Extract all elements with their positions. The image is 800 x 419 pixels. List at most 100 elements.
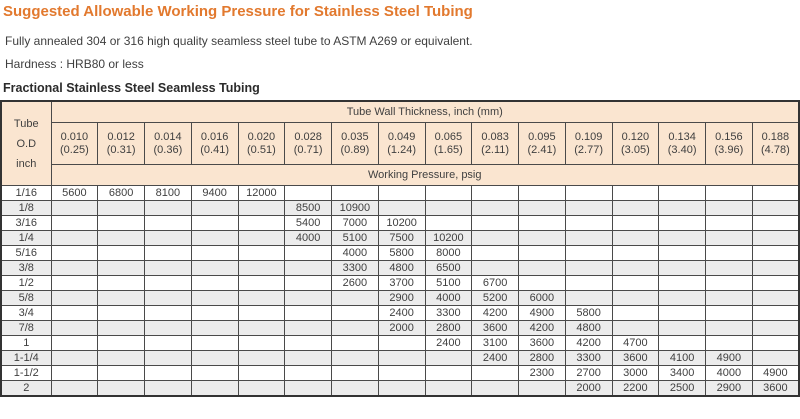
tube-od-cell: 1/8	[0, 200, 52, 216]
pressure-cell: 4200	[564, 335, 613, 351]
pressure-cell	[190, 215, 239, 231]
pressure-cell	[518, 380, 566, 397]
pressure-cell: 5200	[471, 290, 519, 306]
pressure-cell: 6800	[97, 185, 145, 201]
pressure-cell: 2800	[518, 350, 566, 366]
pressure-cell: 2300	[518, 365, 566, 381]
pressure-cell: 4000	[424, 290, 473, 306]
pressure-cell: 2500	[658, 380, 706, 397]
pressure-cell: 2600	[331, 275, 379, 291]
thickness-header-0.134: 0.134 (3.40)	[658, 122, 706, 165]
pressure-cell	[471, 245, 519, 261]
table-row-od-1/4: 1/4 4000 5100 7500 10200	[0, 230, 800, 246]
thickness-header-0.012: 0.012 (0.31)	[97, 122, 145, 165]
pressure-cell	[190, 260, 239, 276]
tube-od-cell: 1/16	[0, 185, 52, 201]
pressure-cell	[237, 215, 286, 231]
pressure-cell: 7000	[331, 215, 379, 231]
pressure-cell	[705, 305, 753, 321]
pressure-cell	[190, 380, 239, 397]
pressure-cell	[237, 275, 286, 291]
pressure-cell: 10200	[424, 230, 473, 246]
tube-od-cell: 1-1/4	[0, 350, 52, 366]
pressure-cell	[50, 305, 99, 321]
pressure-cell	[518, 245, 566, 261]
pressure-cell	[705, 230, 753, 246]
pressure-cell	[611, 305, 660, 321]
pressure-cell	[751, 350, 800, 366]
tube-od-cell: 3/16	[0, 215, 52, 231]
thickness-header-0.014: 0.014 (0.36)	[144, 122, 192, 165]
pressure-cell	[611, 320, 660, 336]
pressure-cell	[471, 185, 519, 201]
thickness-header-0.156: 0.156 (3.96)	[705, 122, 753, 165]
table-row-od-5/8: 5/8 2900 4000 5200 6000	[0, 290, 800, 306]
pressure-cell	[658, 305, 706, 321]
pressure-cell: 4800	[564, 320, 613, 336]
pressure-cell	[97, 260, 145, 276]
pressure-cell: 4900	[705, 350, 753, 366]
pressure-cell: 3300	[564, 350, 613, 366]
thickness-header-0.016: 0.016 (0.41)	[190, 122, 239, 165]
pressure-cell	[97, 230, 145, 246]
pressure-cell	[97, 215, 145, 231]
pressure-cell	[284, 380, 332, 397]
pressure-cell	[144, 290, 192, 306]
pressure-cell: 10200	[377, 215, 426, 231]
pressure-cell	[705, 260, 753, 276]
pressure-cell	[658, 245, 706, 261]
pressure-cell	[237, 380, 286, 397]
pressure-cell: 2700	[564, 365, 613, 381]
pressure-cell	[705, 185, 753, 201]
pressure-cell	[564, 290, 613, 306]
pressure-cell	[705, 290, 753, 306]
thickness-header-0.010: 0.010 (0.25)	[50, 122, 99, 165]
pressure-cell	[564, 230, 613, 246]
pressure-cell: 2800	[424, 320, 473, 336]
pressure-cell	[144, 350, 192, 366]
pressure-cell	[50, 365, 99, 381]
pressure-cell	[564, 185, 613, 201]
pressure-cell	[190, 245, 239, 261]
thickness-header-0.095: 0.095 (2.41)	[518, 122, 566, 165]
pressure-cell: 2000	[377, 320, 426, 336]
pressure-cell	[471, 200, 519, 216]
pressure-cell	[144, 260, 192, 276]
pressure-cell: 2400	[424, 335, 473, 351]
pressure-cell	[751, 275, 800, 291]
pressure-cell	[331, 290, 379, 306]
pressure-cell	[377, 365, 426, 381]
tube-od-cell: 1-1/2	[0, 365, 52, 381]
pressure-cell	[97, 200, 145, 216]
pressure-cell	[751, 290, 800, 306]
pressure-cell	[284, 260, 332, 276]
pressure-cell	[331, 365, 379, 381]
pressure-cell	[97, 380, 145, 397]
pressure-cell	[424, 365, 473, 381]
pressure-cell	[284, 305, 332, 321]
pressure-cell	[705, 335, 753, 351]
pressure-cell	[751, 230, 800, 246]
pressure-cell	[97, 290, 145, 306]
pressure-cell	[518, 260, 566, 276]
pressure-cell	[611, 215, 660, 231]
pressure-cell	[658, 290, 706, 306]
pressure-cell	[50, 335, 99, 351]
pressure-cell	[284, 185, 332, 201]
pressure-cell	[50, 245, 99, 261]
pressure-cell: 5100	[331, 230, 379, 246]
pressure-cell	[424, 350, 473, 366]
tube-od-cell: 3/8	[0, 260, 52, 276]
pressure-cell	[611, 275, 660, 291]
tube-od-cell: 3/4	[0, 305, 52, 321]
pressure-cell: 6000	[518, 290, 566, 306]
pressure-cell	[751, 335, 800, 351]
pressure-cell	[144, 320, 192, 336]
pressure-cell	[97, 365, 145, 381]
pressure-cell	[190, 350, 239, 366]
table-caption: Fractional Stainless Steel Seamless Tubi…	[3, 81, 260, 95]
pressure-cell	[564, 200, 613, 216]
pressure-cell: 2200	[611, 380, 660, 397]
pressure-table: Tube O.D inch Tube Wall Thickness, inch …	[0, 100, 800, 397]
pressure-cell	[377, 185, 426, 201]
